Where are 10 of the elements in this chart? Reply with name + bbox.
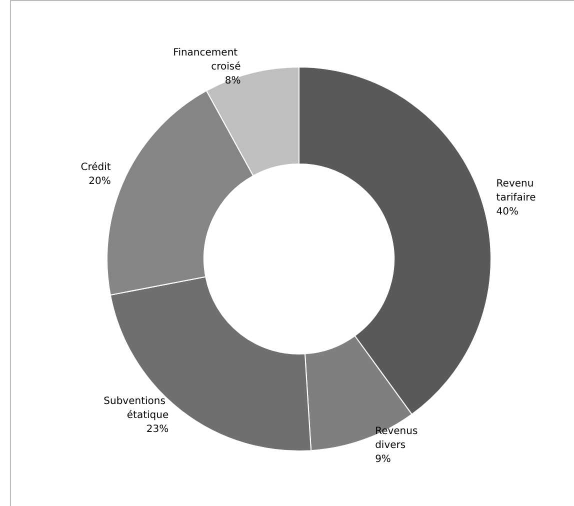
data-label: 20% bbox=[88, 176, 111, 188]
slice-label: Financement croisé bbox=[173, 48, 241, 73]
slice-label: Revenu tarifaire bbox=[496, 178, 537, 204]
slice-label: Revenus divers bbox=[375, 426, 421, 451]
slice-label: Subventions étatique bbox=[104, 396, 169, 421]
slice-label: Crédit bbox=[80, 162, 111, 174]
data-label: 40% bbox=[496, 206, 519, 218]
data-label: 23% bbox=[146, 424, 169, 435]
data-label: 8% bbox=[224, 76, 241, 87]
data-label: 9% bbox=[375, 454, 391, 465]
